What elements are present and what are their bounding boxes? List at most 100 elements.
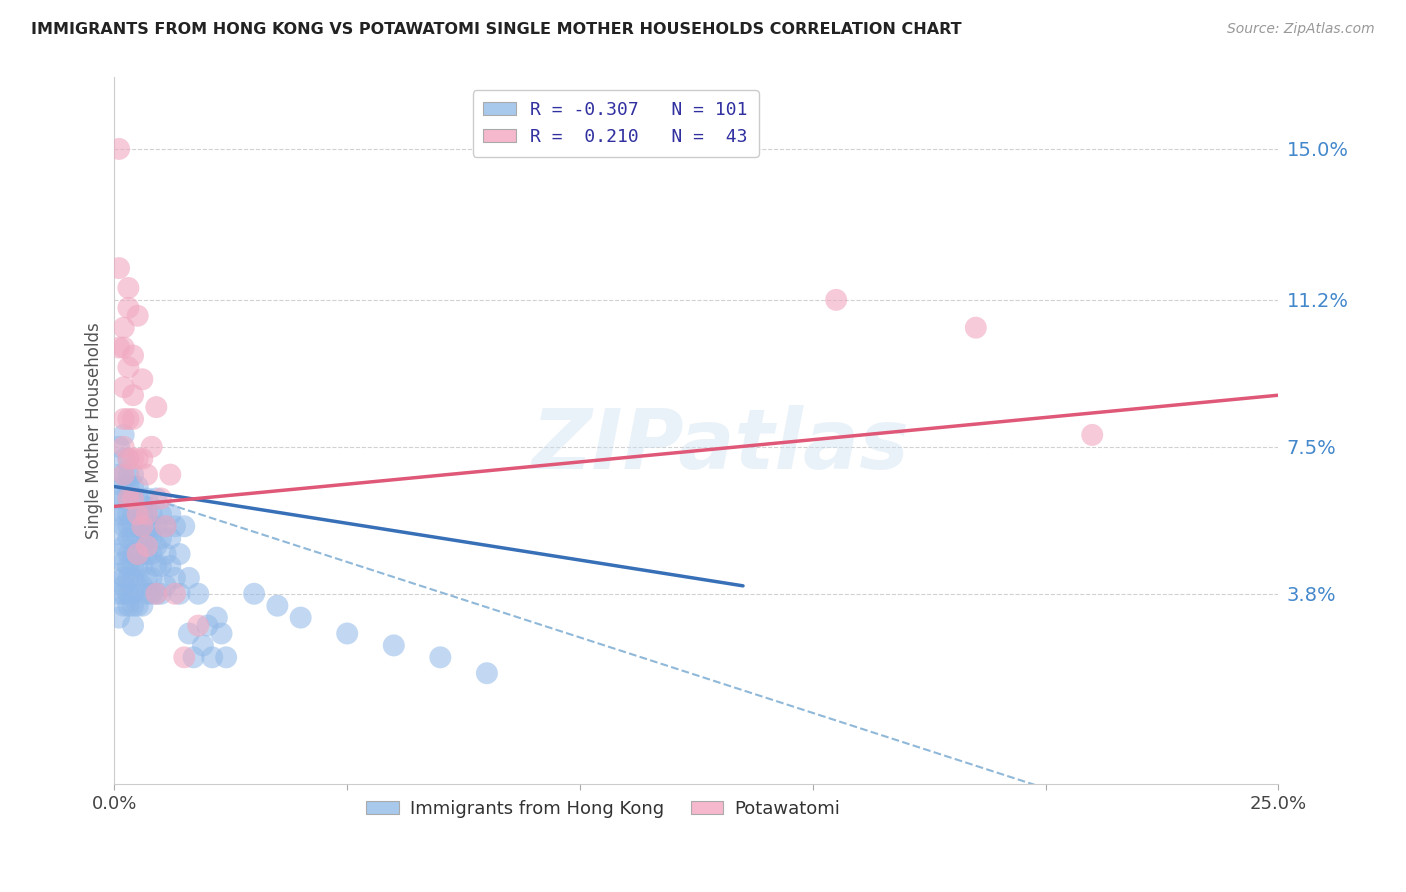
Point bbox=[141, 508, 163, 522]
Point bbox=[117, 508, 139, 522]
Point bbox=[131, 559, 153, 574]
Point bbox=[382, 639, 405, 653]
Point bbox=[127, 579, 149, 593]
Point bbox=[145, 587, 167, 601]
Point bbox=[136, 571, 159, 585]
Point bbox=[136, 539, 159, 553]
Point bbox=[173, 519, 195, 533]
Point bbox=[145, 519, 167, 533]
Point bbox=[108, 508, 131, 522]
Point bbox=[122, 388, 145, 402]
Point bbox=[187, 618, 209, 632]
Point bbox=[155, 579, 177, 593]
Point bbox=[136, 508, 159, 522]
Point bbox=[122, 412, 145, 426]
Point bbox=[127, 599, 149, 613]
Point bbox=[108, 491, 131, 506]
Point bbox=[112, 451, 135, 466]
Point bbox=[191, 639, 214, 653]
Point bbox=[117, 491, 139, 506]
Point bbox=[108, 142, 131, 156]
Point bbox=[141, 547, 163, 561]
Point bbox=[108, 440, 131, 454]
Point bbox=[187, 587, 209, 601]
Point bbox=[136, 508, 159, 522]
Point bbox=[197, 618, 219, 632]
Text: IMMIGRANTS FROM HONG KONG VS POTAWATOMI SINGLE MOTHER HOUSEHOLDS CORRELATION CHA: IMMIGRANTS FROM HONG KONG VS POTAWATOMI … bbox=[31, 22, 962, 37]
Point bbox=[336, 626, 359, 640]
Point bbox=[117, 531, 139, 545]
Point bbox=[163, 571, 186, 585]
Point bbox=[127, 451, 149, 466]
Point bbox=[159, 467, 181, 482]
Point bbox=[127, 479, 149, 493]
Point bbox=[141, 519, 163, 533]
Point bbox=[136, 547, 159, 561]
Point bbox=[136, 519, 159, 533]
Point bbox=[117, 571, 139, 585]
Point bbox=[145, 587, 167, 601]
Point bbox=[117, 451, 139, 466]
Point bbox=[155, 547, 177, 561]
Point bbox=[136, 587, 159, 601]
Point bbox=[169, 547, 191, 561]
Point bbox=[112, 467, 135, 482]
Point bbox=[127, 508, 149, 522]
Point bbox=[112, 440, 135, 454]
Point bbox=[117, 519, 139, 533]
Point bbox=[112, 579, 135, 593]
Point bbox=[163, 519, 186, 533]
Point bbox=[131, 372, 153, 386]
Point bbox=[112, 491, 135, 506]
Point bbox=[149, 587, 172, 601]
Point bbox=[131, 531, 153, 545]
Point bbox=[117, 559, 139, 574]
Point bbox=[173, 650, 195, 665]
Point bbox=[136, 467, 159, 482]
Point bbox=[131, 508, 153, 522]
Point bbox=[122, 491, 145, 506]
Point bbox=[117, 301, 139, 315]
Point bbox=[145, 559, 167, 574]
Point bbox=[117, 451, 139, 466]
Point bbox=[215, 650, 238, 665]
Point bbox=[169, 587, 191, 601]
Point bbox=[429, 650, 451, 665]
Point bbox=[127, 547, 149, 561]
Point bbox=[112, 428, 135, 442]
Point bbox=[108, 547, 131, 561]
Point bbox=[475, 666, 498, 681]
Point bbox=[177, 571, 200, 585]
Point bbox=[112, 412, 135, 426]
Point bbox=[127, 309, 149, 323]
Point bbox=[112, 539, 135, 553]
Point bbox=[127, 559, 149, 574]
Point bbox=[117, 491, 139, 506]
Point bbox=[117, 412, 139, 426]
Point bbox=[117, 467, 139, 482]
Point bbox=[122, 547, 145, 561]
Point bbox=[145, 400, 167, 414]
Point bbox=[108, 527, 131, 541]
Point bbox=[1081, 428, 1104, 442]
Point bbox=[159, 508, 181, 522]
Point bbox=[266, 599, 288, 613]
Point bbox=[243, 587, 266, 601]
Point bbox=[131, 519, 153, 533]
Point bbox=[122, 491, 145, 506]
Y-axis label: Single Mother Households: Single Mother Households bbox=[86, 323, 103, 540]
Point bbox=[201, 650, 224, 665]
Point bbox=[131, 579, 153, 593]
Point bbox=[108, 566, 131, 581]
Point bbox=[108, 341, 131, 355]
Point bbox=[112, 467, 135, 482]
Point bbox=[155, 519, 177, 533]
Point bbox=[290, 610, 312, 624]
Point bbox=[159, 531, 181, 545]
Text: ZIPatlas: ZIPatlas bbox=[531, 405, 908, 485]
Point bbox=[131, 451, 153, 466]
Point bbox=[149, 491, 172, 506]
Point bbox=[122, 559, 145, 574]
Point bbox=[965, 320, 987, 334]
Point bbox=[122, 599, 145, 613]
